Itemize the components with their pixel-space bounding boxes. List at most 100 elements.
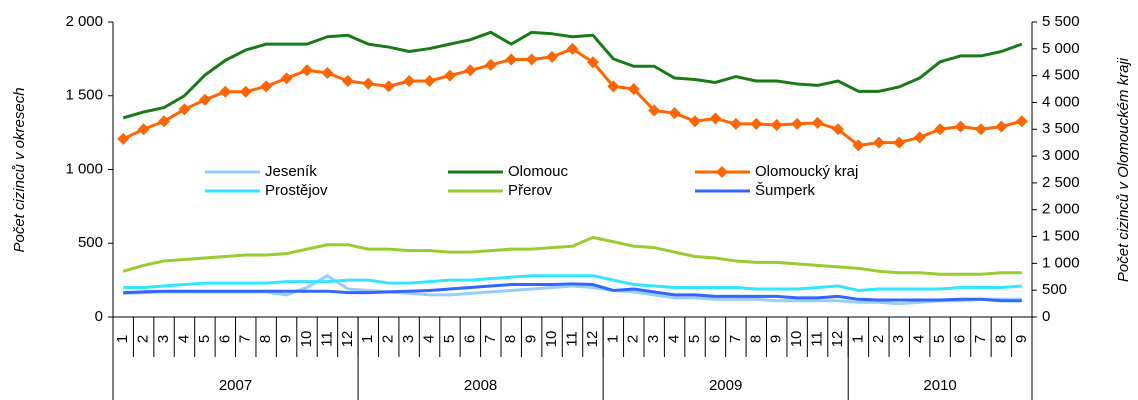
x-tick-label: 11 [318,331,335,347]
y2-tick-label: 500 [1042,281,1067,298]
series-line [122,30,1023,120]
x-tick-label: 12 [339,331,356,348]
marker [301,64,314,77]
series-line [122,47,1023,147]
marker [872,136,885,149]
marker [913,131,926,144]
marker [484,58,497,71]
marker [280,72,293,85]
x-tick-label: 6 [706,335,723,343]
marker [198,93,211,106]
x-tick-label: 8 [992,335,1009,343]
marker [668,107,681,120]
x-tick-label: 8 [257,335,274,343]
x-tick-label: 7 [482,335,499,343]
x-tick-label: 9 [768,335,785,343]
legend-label: Prostějov [265,182,328,199]
marker [811,116,824,129]
y2-tick-label: 2 500 [1042,174,1080,191]
y2-tick-label: 5 000 [1042,40,1080,57]
y2-tick-label: 3 000 [1042,147,1080,164]
x-tick-label: 9 [278,335,295,343]
marker [729,117,742,130]
marker [505,53,518,66]
marker [954,120,967,133]
x-tick-label: 3 [155,335,172,343]
x-tick-label: 7 [237,335,254,343]
x-tick-label: 2 [380,335,397,343]
y2-tick-label: 2 000 [1042,201,1080,218]
x-tick-label: 8 [502,335,519,343]
x-tick-label: 4 [666,335,683,343]
marker [770,118,783,131]
x-tick-label: 3 [645,335,662,343]
x-tick-label: 5 [931,335,948,343]
series-line [123,274,1022,292]
marker [750,117,763,130]
x-tick-label: 6 [216,335,233,343]
x-tick-label: 3 [890,335,907,343]
legend-label: Přerov [508,182,553,199]
marker [362,77,375,90]
marker [260,80,273,93]
marker [627,83,640,96]
y2-tick-label: 0 [1042,308,1050,325]
marker [648,104,661,117]
x-tick-label: 2 [625,335,642,343]
y2-tick-label: 5 500 [1042,13,1080,30]
marker [566,42,579,55]
x-tick-label: 8 [747,335,764,343]
x-tick-label: 1 [604,335,621,343]
x-tick-label: 1 [359,335,376,343]
y-tick-label: 1 500 [65,87,103,104]
y-tick-label: 1 000 [65,160,103,177]
x-tick-label: 11 [809,331,826,347]
legend-label: Olomouc [508,163,569,180]
y-tick-label: 0 [95,308,103,325]
marker [689,115,702,128]
marker [321,66,334,79]
marker [852,139,865,152]
y-axis-title: Počet cizinců v okresech [11,87,28,252]
marker [607,80,620,93]
marker [464,64,477,77]
y-tick-label: 500 [78,234,103,251]
x-tick-label: 4 [175,335,192,343]
marker [117,132,130,145]
marker [995,120,1008,133]
x-tick-label: 5 [441,335,458,343]
marker [586,56,599,69]
x-tick-label: 7 [727,335,744,343]
marker [382,80,395,93]
marker [158,115,171,128]
y2-axis-title: Počet cizinců v Olomouckém kraji [1115,57,1132,282]
marker [525,53,538,66]
legend-label: Olomoucký kraj [755,163,858,180]
marker [219,85,232,98]
x-tick-label: 3 [400,335,417,343]
marker [893,136,906,149]
x-tick-label: 5 [686,335,703,343]
x-tick-label: 2 [870,335,887,343]
marker [239,85,252,98]
marker [831,123,844,136]
y2-tick-label: 3 500 [1042,120,1080,137]
x-tick-label: 10 [543,331,560,348]
marker [546,50,559,63]
x-tick-label: 1 [849,335,866,343]
marker [443,69,456,82]
marker [791,117,804,130]
marker [934,123,947,136]
series-line [123,282,1022,303]
legend-label: Jeseník [265,163,317,180]
y2-tick-label: 1 000 [1042,254,1080,271]
y2-tick-label: 4 500 [1042,67,1080,84]
group-label: 2008 [464,377,497,394]
x-tick-label: 10 [298,331,315,348]
x-tick-label: 1 [114,335,131,343]
x-tick-label: 12 [584,331,601,348]
series-line [122,235,1022,276]
x-tick-label: 6 [461,335,478,343]
legend-label: Šumperk [755,182,816,199]
y2-tick-label: 4 000 [1042,93,1080,110]
